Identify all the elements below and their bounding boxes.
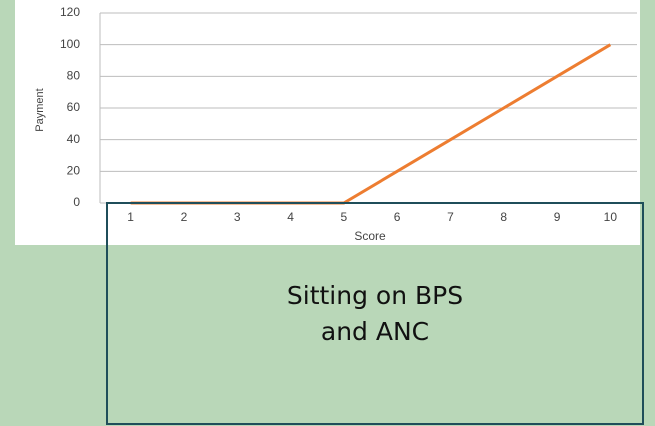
x-tick-label: 6 xyxy=(394,210,401,224)
x-tick-label: 10 xyxy=(604,210,618,224)
y-tick-label: 40 xyxy=(67,132,81,146)
y-tick-label: 80 xyxy=(67,69,81,83)
x-axis-label: Score xyxy=(354,229,386,243)
y-tick-label: 120 xyxy=(60,5,80,19)
y-axis-label: Payment xyxy=(34,88,46,131)
annotation: Sitting on BPS xyxy=(287,281,463,310)
chart-panel xyxy=(15,0,640,245)
overlay-box xyxy=(106,202,644,425)
y-tick-label: 60 xyxy=(67,100,81,114)
x-tick-label: 9 xyxy=(554,210,561,224)
y-tick-label: 100 xyxy=(60,37,80,51)
x-tick-label: 3 xyxy=(234,210,241,224)
x-tick-label: 7 xyxy=(447,210,454,224)
x-tick-label: 1 xyxy=(127,210,134,224)
x-tick-label: 4 xyxy=(287,210,294,224)
x-tick-label: 2 xyxy=(181,210,188,224)
y-tick-label: 20 xyxy=(67,164,81,178)
y-tick-label: 0 xyxy=(73,195,80,209)
x-tick-label: 8 xyxy=(500,210,507,224)
annotation: and ANC xyxy=(321,317,429,346)
x-tick-label: 5 xyxy=(341,210,348,224)
